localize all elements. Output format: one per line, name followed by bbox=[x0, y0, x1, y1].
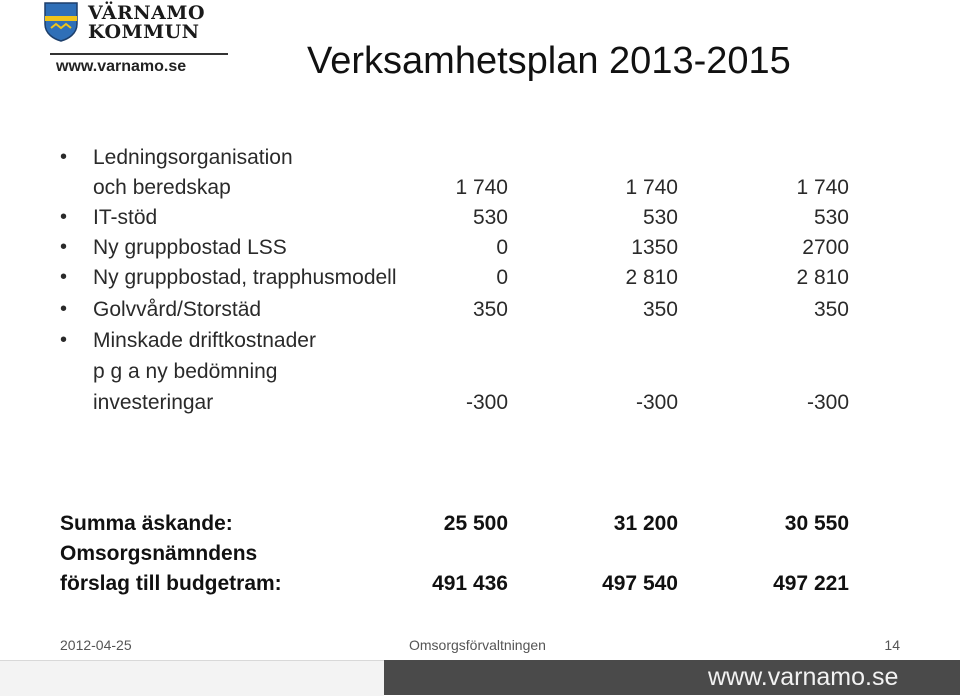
bottom-url: www.varnamo.se bbox=[708, 663, 899, 691]
value-2013: 350 bbox=[472, 298, 508, 321]
logo-line1: VÄRNAMO bbox=[88, 2, 205, 24]
value-2015: 350 bbox=[813, 298, 849, 321]
summary-value-2014: 497 540 bbox=[602, 572, 678, 595]
summary-value-2014: 31 200 bbox=[613, 512, 678, 535]
item-label-line: Ny gruppbostad, trapphusmodell bbox=[93, 266, 397, 289]
logo-url: www.varnamo.se bbox=[56, 58, 187, 75]
bullet-icon: • bbox=[60, 266, 68, 288]
item-label-line: Golvvård/Storstäd bbox=[93, 298, 262, 321]
bottom-band: www.varnamo.se bbox=[0, 660, 960, 696]
value-2015: 530 bbox=[813, 206, 849, 229]
bullet-icon: • bbox=[60, 146, 68, 168]
summary-value-2015: 497 221 bbox=[773, 572, 849, 595]
value-2014: 2 810 bbox=[625, 266, 678, 289]
value-2015: -300 bbox=[806, 391, 849, 414]
summary-value-2013: 25 500 bbox=[443, 512, 508, 535]
bullet-icon: • bbox=[60, 206, 68, 228]
footer-date: 2012-04-25 bbox=[60, 637, 132, 653]
item-label-line: Ledningsorganisation bbox=[93, 146, 293, 169]
value-2014: 1350 bbox=[631, 236, 678, 259]
coat-of-arms-icon bbox=[44, 2, 78, 42]
summary-value-2015: 30 550 bbox=[784, 512, 849, 535]
value-2015: 2700 bbox=[802, 236, 849, 259]
value-2014: 350 bbox=[642, 298, 678, 321]
band-dark bbox=[384, 660, 960, 695]
varnamo-kommun-logo: VÄRNAMO KOMMUN www.varnamo.se bbox=[44, 2, 234, 82]
value-2014: 530 bbox=[642, 206, 678, 229]
value-2013: 530 bbox=[472, 206, 508, 229]
item-label-line: Minskade driftkostnader bbox=[93, 329, 316, 352]
value-2013: 0 bbox=[496, 266, 508, 289]
value-2013: 0 bbox=[496, 236, 508, 259]
value-2015: 1 740 bbox=[796, 176, 849, 199]
summary-value-2013: 491 436 bbox=[432, 572, 508, 595]
value-2013: 1 740 bbox=[455, 176, 508, 199]
value-2013: -300 bbox=[465, 391, 508, 414]
item-label-line: och beredskap bbox=[93, 176, 231, 199]
page-number: 14 bbox=[884, 637, 900, 653]
value-2014: 1 740 bbox=[625, 176, 678, 199]
logo-name: VÄRNAMO KOMMUN bbox=[88, 4, 205, 42]
bullet-icon: • bbox=[60, 236, 68, 258]
item-label-line: IT-stöd bbox=[93, 206, 158, 229]
logo-line2: KOMMUN bbox=[88, 21, 200, 43]
summary-label: Omsorgsnämndens bbox=[60, 542, 258, 565]
summary-label: Summa äskande: bbox=[60, 512, 233, 535]
logo-divider bbox=[50, 53, 228, 55]
value-2014: -300 bbox=[635, 391, 678, 414]
item-label-line: Ny gruppbostad LSS bbox=[93, 236, 287, 259]
summary-label: förslag till budgetram: bbox=[60, 572, 282, 595]
item-label-line: investeringar bbox=[93, 391, 214, 414]
bullet-icon: • bbox=[60, 298, 68, 320]
band-light bbox=[0, 660, 384, 696]
slide-title: Verksamhetsplan 2013-2015 bbox=[307, 40, 791, 82]
item-label-line: p g a ny bedömning bbox=[93, 360, 278, 383]
bullet-icon: • bbox=[60, 329, 68, 351]
value-2015: 2 810 bbox=[796, 266, 849, 289]
footer-org: Omsorgsförvaltningen bbox=[409, 637, 546, 653]
